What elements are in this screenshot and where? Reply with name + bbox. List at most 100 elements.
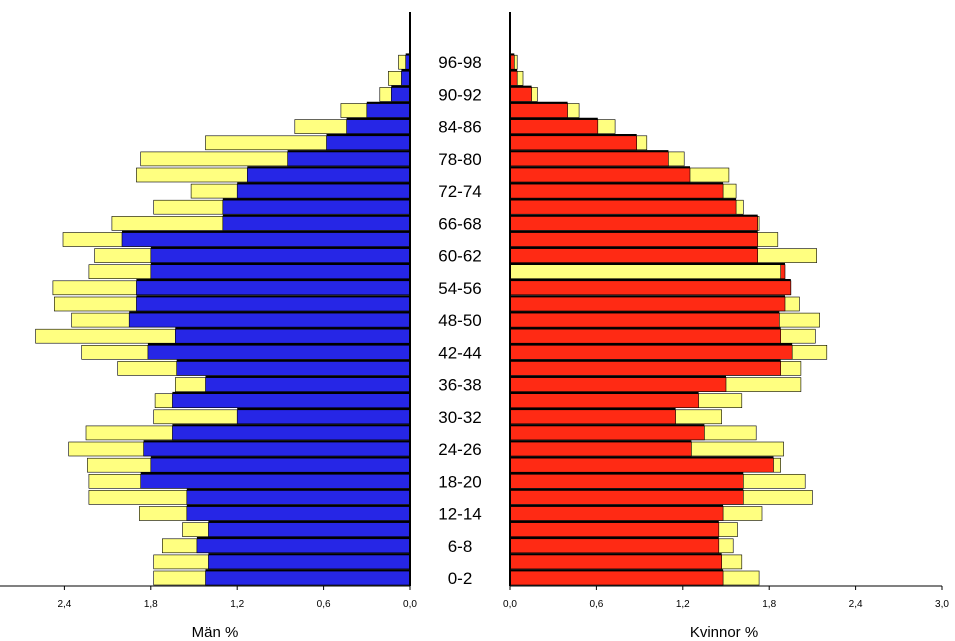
age-group-label: 18-20 — [438, 472, 481, 491]
right-bar-main-72-74 — [509, 183, 724, 199]
age-group-label: 66-68 — [438, 214, 481, 233]
left-x-tick-label: 1,8 — [144, 599, 158, 610]
right-bar-main-48-50 — [509, 312, 780, 328]
right-bar-main-0-2 — [509, 570, 724, 586]
right-bar-main-60-62 — [509, 248, 758, 263]
left-bar-main-0-2 — [205, 570, 411, 586]
right-x-tick-label: 1,8 — [762, 599, 776, 610]
age-group-label: 78-80 — [438, 150, 481, 169]
left-bar-main-54-56 — [136, 280, 411, 296]
right-bar-main-3-5 — [509, 554, 722, 570]
right-bar-main-12-14 — [509, 506, 724, 521]
left-bar-main-15-17 — [186, 490, 411, 505]
right-bar-main-9-11 — [509, 522, 720, 537]
right-bar-main-75-77 — [509, 167, 691, 183]
left-bar-main-24-26 — [143, 441, 411, 457]
age-group-label: 0-2 — [448, 569, 473, 588]
right-bar-main-81-83 — [509, 135, 637, 151]
right-bar-main-6-8 — [509, 538, 720, 554]
right-bar-main-30-32 — [509, 409, 676, 425]
left-bar-main-51-53 — [136, 296, 411, 312]
age-group-label: 72-74 — [438, 182, 481, 201]
left-x-tick-label: 0,6 — [317, 599, 331, 610]
left-x-tick-label: 0,0 — [403, 599, 417, 610]
right-x-tick-label: 2,4 — [849, 599, 863, 610]
right-bar-main-69-71 — [509, 199, 737, 215]
tick-labels: 3,02,41,81,20,60,00,00,61,21,82,43,0 — [57, 599, 949, 610]
left-bar-main-36-38 — [205, 377, 411, 392]
age-group-label: 60-62 — [438, 247, 481, 266]
age-group-label: 12-14 — [438, 505, 481, 524]
right-bar-main-27-29 — [509, 425, 705, 441]
left-bar-main-72-74 — [236, 183, 411, 199]
left-bar-main-48-50 — [128, 312, 411, 328]
right-bar-main-63-65 — [509, 232, 758, 247]
left-bar-main-78-80 — [287, 151, 411, 167]
age-group-label: 30-32 — [438, 408, 481, 427]
age-group-label: 96-98 — [438, 53, 481, 72]
left-bar-main-9-11 — [208, 522, 411, 537]
left-bar-main-12-14 — [186, 506, 411, 521]
left-bar-main-39-41 — [176, 361, 411, 376]
right-bar-main-45-47 — [509, 328, 782, 344]
age-group-label: 48-50 — [438, 311, 481, 330]
right-bar-compare-57-59 — [509, 264, 782, 280]
left-axis-title: Män % — [192, 624, 239, 641]
left-bar-main-69-71 — [222, 199, 411, 215]
right-x-tick-label: 0,6 — [589, 599, 603, 610]
left-bar-main-30-32 — [236, 409, 411, 425]
left-bar-main-42-44 — [147, 344, 411, 360]
left-bar-main-63-65 — [121, 232, 411, 247]
left-bar-main-84-86 — [346, 119, 411, 134]
left-bar-main-33-35 — [172, 393, 411, 409]
right-axis-title: Kvinnor % — [690, 624, 758, 641]
left-bars — [35, 53, 411, 586]
right-bar-main-66-68 — [509, 216, 758, 231]
age-group-label: 36-38 — [438, 376, 481, 395]
left-bar-main-93-95 — [401, 71, 411, 86]
left-bar-main-75-77 — [247, 167, 411, 183]
right-x-tick-label: 3,0 — [935, 599, 949, 610]
left-bar-main-27-29 — [172, 425, 411, 441]
right-bar-main-51-53 — [509, 296, 786, 312]
left-bar-main-6-8 — [196, 538, 411, 554]
right-bar-main-21-23 — [509, 457, 774, 473]
right-bar-main-36-38 — [509, 377, 727, 392]
right-x-tick-label: 1,2 — [676, 599, 690, 610]
age-group-label: 90-92 — [438, 85, 481, 104]
right-bar-main-18-20 — [509, 473, 744, 489]
right-bar-main-93-95 — [509, 71, 518, 86]
right-bar-main-87-89 — [509, 103, 568, 118]
age-group-label: 6-8 — [448, 537, 473, 556]
left-bar-main-90-92 — [390, 87, 411, 102]
left-x-tick-label: 1,2 — [230, 599, 244, 610]
left-x-tick-label: 2,4 — [57, 599, 71, 610]
right-bar-main-33-35 — [509, 393, 699, 409]
right-bar-main-39-41 — [509, 361, 782, 376]
age-group-label: 84-86 — [438, 118, 481, 137]
left-bar-main-87-89 — [366, 103, 411, 118]
left-bar-main-45-47 — [175, 328, 411, 344]
left-bar-main-21-23 — [150, 457, 411, 473]
age-group-label: 54-56 — [438, 279, 481, 298]
right-bar-main-90-92 — [509, 87, 532, 102]
right-bar-main-24-26 — [509, 441, 692, 457]
age-group-label: 24-26 — [438, 440, 481, 459]
left-bar-main-3-5 — [208, 554, 411, 570]
right-bar-main-54-56 — [509, 280, 792, 296]
right-bar-main-84-86 — [509, 119, 599, 134]
right-bars — [509, 53, 828, 586]
left-bar-main-18-20 — [140, 473, 411, 489]
right-bar-main-78-80 — [509, 151, 669, 167]
left-bar-main-60-62 — [150, 248, 411, 263]
left-bar-main-81-83 — [326, 135, 411, 151]
axes — [0, 12, 943, 590]
left-bar-main-66-68 — [222, 216, 411, 231]
age-group-label: 42-44 — [438, 343, 481, 362]
age-labels: 0-2 6-8 12-14 18-20 24-26 30-32 36-38 42-44 48-5… — [438, 53, 481, 588]
right-x-tick-label: 0,0 — [503, 599, 517, 610]
right-bar-main-15-17 — [509, 490, 744, 505]
right-bar-main-42-44 — [509, 344, 793, 360]
left-bar-main-57-59 — [150, 264, 411, 280]
